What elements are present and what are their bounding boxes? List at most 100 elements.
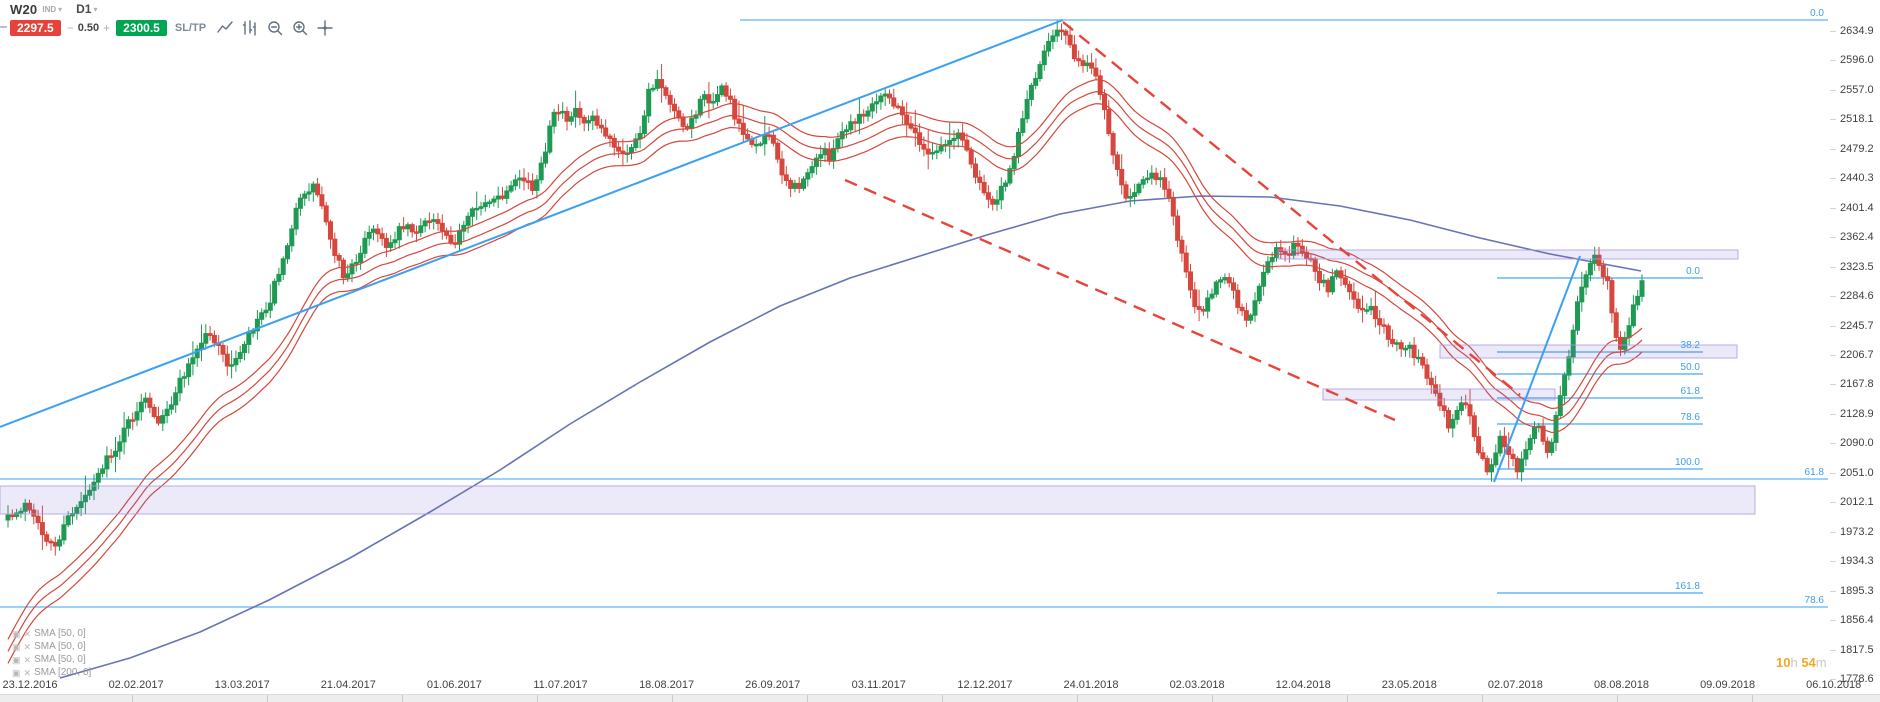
timeline-separator: [402, 695, 403, 702]
fib-level-label: 78.6: [1681, 412, 1701, 423]
price-axis-tick: [1830, 89, 1836, 91]
volume-minus-button[interactable]: −: [66, 21, 74, 35]
resistance-zone-upper[interactable]: [1277, 249, 1739, 260]
timeline-separator: [1482, 695, 1483, 702]
indicator-remove-icon[interactable]: ✕: [23, 628, 32, 639]
price-axis-tick: [1830, 325, 1836, 327]
date-axis-label: 13.03.2017: [214, 679, 270, 691]
price-axis-label: 2012.1: [1840, 496, 1874, 509]
timeframe-label[interactable]: D1: [76, 2, 92, 16]
price-axis-label: 1817.5: [1840, 643, 1874, 656]
price-axis-label: 2051.0: [1840, 466, 1874, 479]
chart-tools: [216, 19, 334, 37]
candlestick-series[interactable]: [5, 20, 1645, 556]
price-axis-label: 2634.9: [1840, 25, 1874, 37]
countdown-hours-unit: h: [1790, 655, 1798, 670]
fib-level-label: 100.0: [1675, 457, 1700, 468]
price-axis-tick: [1830, 207, 1836, 209]
price-axis-label: 2090.0: [1840, 437, 1874, 450]
legend-row: ▣ ✕ SMA [50, 0]: [12, 640, 91, 653]
price-axis-label: 1895.3: [1840, 584, 1874, 597]
fib-labels: 0.0 61.8 78.6 0.0 38.2 50.0 61.8 78.6 100.0 161.8: [1675, 8, 1824, 606]
sell-price-button[interactable]: 2297.5: [10, 20, 61, 36]
date-axis-label: 02.03.2018: [1169, 679, 1225, 691]
indicator-remove-icon[interactable]: ✕: [23, 654, 32, 665]
date-axis-label: 09.09.2018: [1700, 679, 1756, 691]
indicator-label: SMA [200, 0]: [34, 667, 92, 678]
timeframe-dropdown-caret-icon[interactable]: ▾: [93, 4, 98, 14]
countdown-minutes: 54: [1801, 655, 1816, 670]
panel-edge-handle: [0, 26, 7, 28]
symbol-type-label: IND: [42, 4, 57, 14]
date-axis-label: 12.12.2017: [957, 679, 1013, 691]
price-axis-label: 2440.3: [1840, 172, 1874, 185]
descending-dashed-upper[interactable]: [1062, 21, 1521, 396]
price-axis-tick: [1830, 531, 1836, 533]
date-axis-label: 08.08.2018: [1593, 679, 1650, 691]
timeline-separator: [1212, 695, 1213, 702]
price-axis-label: 1778.6: [1840, 672, 1874, 685]
timeline-separator: [1077, 695, 1078, 702]
indicator-remove-icon[interactable]: ✕: [23, 641, 32, 652]
trendlines: [0, 19, 1581, 483]
date-axis-label: 12.04.2018: [1275, 679, 1331, 691]
date-axis-label: 03.11.2017: [851, 679, 906, 691]
buy-price-button[interactable]: 2300.5: [116, 20, 167, 36]
trendline-tool-icon[interactable]: [216, 19, 234, 37]
crosshair-icon[interactable]: [316, 19, 334, 37]
indicator-label: SMA [50, 0]: [34, 628, 86, 639]
date-axis-label: 01.06.2017: [426, 679, 482, 691]
price-axis-tick: [1830, 296, 1836, 298]
price-axis-tick: [1830, 237, 1836, 239]
zoom-out-icon[interactable]: [266, 19, 284, 37]
timeline-scrollbar[interactable]: [0, 694, 1880, 702]
volume-plus-button[interactable]: +: [103, 21, 111, 35]
date-axis-label: 24.01.2018: [1063, 679, 1119, 691]
indicator-label: SMA [50, 0]: [34, 654, 86, 665]
date-axis-label: 11.07.2017: [533, 679, 588, 691]
swing-low-to-high-line[interactable]: [1493, 255, 1581, 483]
indicator-settings-icon[interactable]: ▣: [12, 628, 21, 639]
indicators-icon[interactable]: [241, 19, 259, 37]
price-axis-label: 1934.3: [1840, 555, 1874, 568]
countdown-minutes-unit: m: [1815, 655, 1827, 670]
support-zone-wide[interactable]: [0, 485, 1756, 515]
price-axis-tick: [1830, 649, 1836, 651]
timeline-separator: [267, 695, 268, 702]
indicator-remove-icon[interactable]: ✕: [23, 667, 32, 678]
date-axis-label: 21.04.2017: [320, 679, 376, 691]
timeline-separator: [1752, 695, 1753, 702]
price-axis-label: 2479.2: [1840, 142, 1874, 155]
indicator-settings-icon[interactable]: ▣: [12, 641, 21, 652]
price-axis-tick: [1830, 60, 1836, 62]
sltp-button[interactable]: SL/TP: [174, 22, 207, 34]
timeline-separator: [132, 695, 133, 702]
symbol-dropdown-caret-icon[interactable]: ▾: [58, 4, 63, 14]
price-axis-tick: [1830, 148, 1836, 150]
zone-61-8[interactable]: [1322, 388, 1556, 401]
price-axis-tick: [1830, 590, 1836, 592]
price-axis-label: 2323.5: [1840, 260, 1874, 273]
volume-value[interactable]: 0.50: [77, 22, 100, 34]
zone-38-2[interactable]: [1439, 344, 1738, 359]
fib-level-label: 50.0: [1681, 362, 1701, 373]
supply-demand-zones: [0, 249, 1756, 515]
timeline-separator: [1347, 695, 1348, 702]
zoom-in-icon[interactable]: [291, 19, 309, 37]
legend-row: ▣ ✕ SMA [200, 0]: [12, 666, 91, 679]
price-axis-tick: [1830, 384, 1836, 386]
sma50-envelope-lines: [7, 79, 1643, 664]
date-axis-label: 02.07.2018: [1487, 679, 1543, 691]
candle-countdown-timer: 10h 54m: [1776, 655, 1827, 670]
price-axis-tick: [1830, 561, 1836, 563]
legend-row: ▣ ✕ SMA [50, 0]: [12, 627, 91, 640]
ascending-trendline[interactable]: [0, 19, 1064, 428]
price-axis-label: 2284.6: [1840, 290, 1874, 303]
price-axis-label: 2128.9: [1840, 407, 1874, 420]
price-axis-tick: [1830, 472, 1836, 474]
indicator-settings-icon[interactable]: ▣: [12, 654, 21, 665]
indicator-settings-icon[interactable]: ▣: [12, 667, 21, 678]
descending-dashed-lower[interactable]: [844, 178, 1396, 422]
